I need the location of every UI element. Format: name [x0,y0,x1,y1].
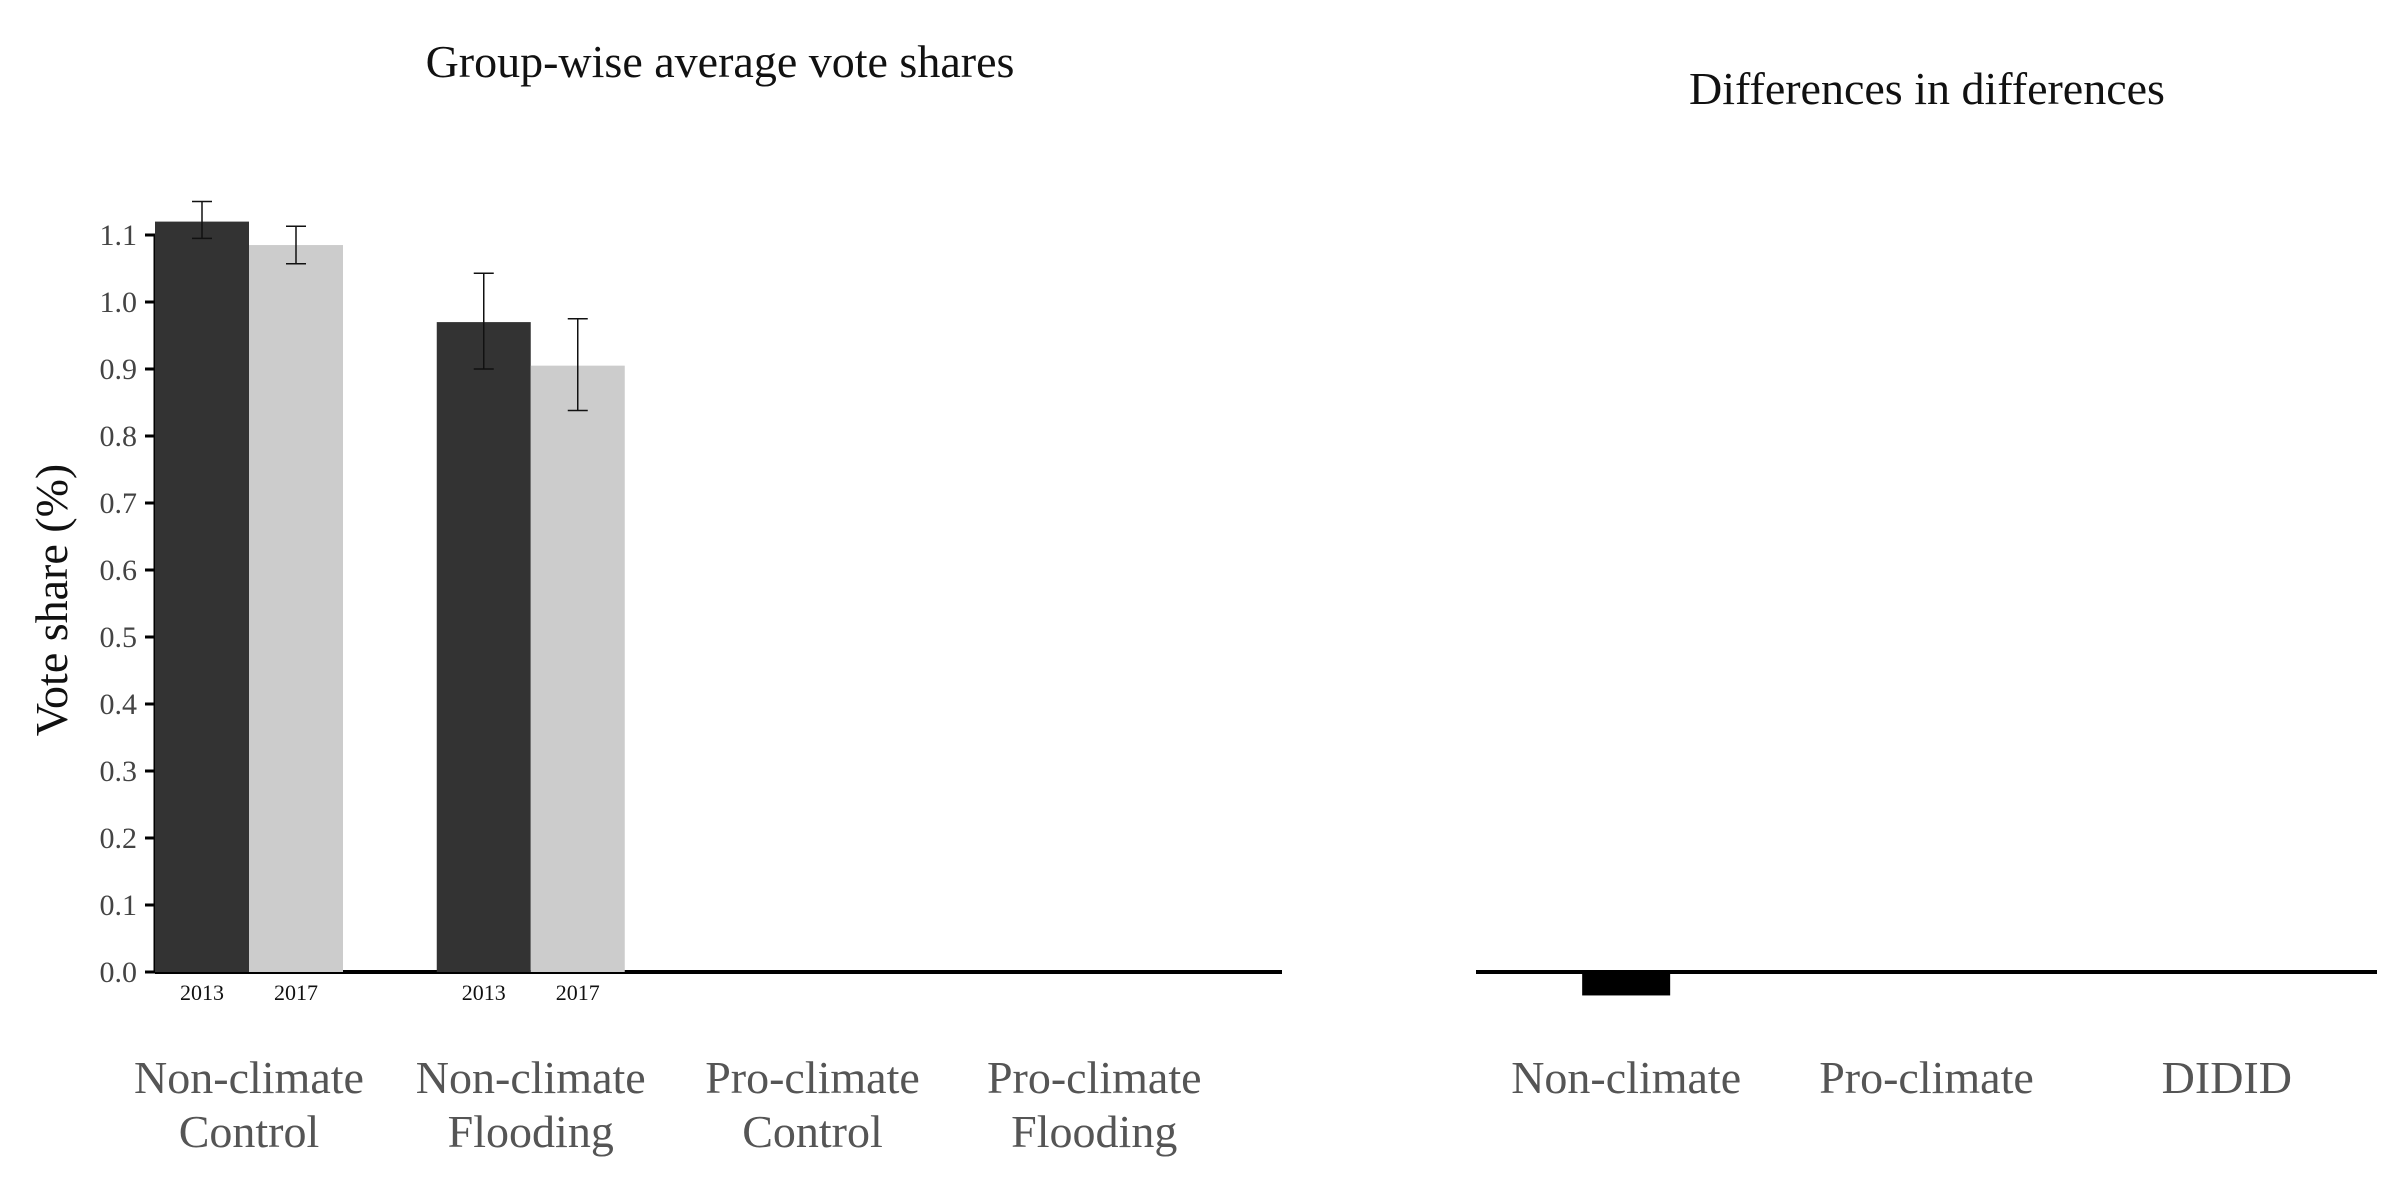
did-bar [1582,972,1671,996]
x-axis-categories: Non-climateControlNon-climateFloodingPro… [134,1052,1202,1157]
y-tick-label: 0.3 [100,755,138,788]
did-bars-layer [1476,970,2377,996]
y-tick-label: 0.1 [100,889,138,922]
x-category-label: Pro-climate [987,1052,1202,1103]
left-chart-title: Group-wise average vote shares [426,36,1015,87]
left-panel: Group-wise average vote shares Vote shar… [26,36,1282,1157]
x-category-label: Pro-climate [705,1052,920,1103]
right-chart-title: Differences in differences [1689,63,2165,114]
x-category-label: Flooding [1011,1106,1177,1157]
y-tick-label: 0.0 [100,956,138,989]
did-x-axis-categories: Non-climate Pro-climate DIDID [1511,1052,2292,1103]
year-label: 2013 [180,980,224,1005]
year-label: 2013 [462,980,506,1005]
x-category-label: Flooding [448,1106,614,1157]
x-category-label: Non-climate [416,1052,646,1103]
bars-layer: 2013 2017 2013 2017 [155,200,625,1005]
y-axis-label: Vote share (%) [26,464,77,737]
x-category-label: Control [179,1106,320,1157]
y-tick-label: 0.4 [100,688,138,721]
y-tick-label: 0.8 [100,420,138,453]
bar-2017 [530,365,625,972]
y-tick-label: 1.1 [100,219,138,252]
bar-2013 [436,322,531,973]
y-tick-label: 1.0 [100,286,138,319]
bar-2013 [155,221,249,973]
bar-2017 [249,245,343,973]
right-panel: Differences in differences Non-climate Pr… [1476,63,2377,1103]
year-label: 2017 [556,980,600,1005]
did-category-label: Pro-climate [1819,1052,2034,1103]
x-category-label: Control [742,1106,883,1157]
y-tick-label: 0.2 [100,822,138,855]
y-tick-label: 0.5 [100,621,138,654]
did-category-label: DIDID [2162,1052,2292,1103]
x-category-label: Non-climate [134,1052,364,1103]
did-category-label: Non-climate [1511,1052,1741,1103]
y-tick-label: 0.7 [100,487,138,520]
y-tick-label: 0.6 [100,554,138,587]
year-label: 2017 [274,980,318,1005]
y-tick-label: 0.9 [100,353,138,386]
